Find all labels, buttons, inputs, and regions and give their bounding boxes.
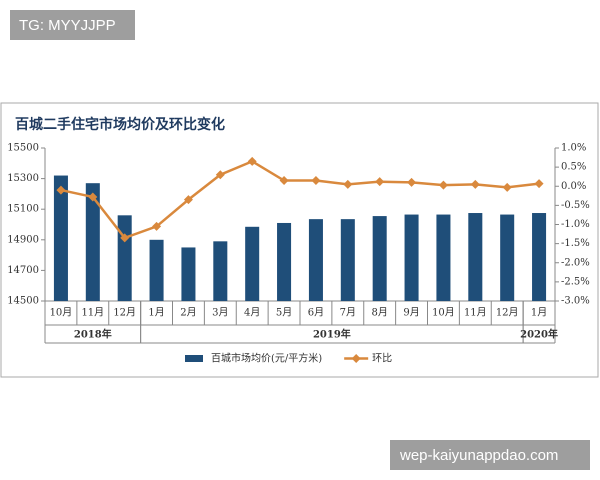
x-tick-label: 7月: [340, 307, 356, 319]
y2-tick-label: 0.5%: [561, 162, 586, 173]
bar: [308, 219, 323, 301]
y-tick-label: 15500: [7, 143, 39, 154]
y-tick-label: 14900: [7, 234, 39, 245]
line-marker: [88, 192, 98, 202]
bar: [404, 214, 419, 301]
bar: [149, 239, 164, 301]
line-marker: [279, 176, 289, 186]
bar: [117, 215, 132, 301]
y-tick-label: 15300: [7, 173, 39, 184]
y2-tick-label: -2.5%: [561, 276, 590, 287]
x-tick-label: 2月: [180, 307, 196, 319]
line-marker: [438, 180, 448, 190]
chart-frame: [0, 102, 599, 378]
watermark-box: [10, 10, 135, 40]
bar: [181, 247, 196, 301]
bar: [436, 214, 451, 301]
y2-tick-label: -2.0%: [561, 257, 590, 268]
bar: [340, 219, 355, 301]
line-marker: [470, 179, 480, 189]
chart-title: 百城二手住宅市场均价及环比变化: [15, 116, 225, 133]
x-tick-label: 10月: [432, 307, 455, 319]
x-tick-label: 11月: [81, 307, 104, 319]
line-marker: [120, 233, 130, 243]
group-label: 2019年: [313, 328, 351, 341]
x-tick-label: 3月: [212, 307, 228, 319]
x-tick-label: 6月: [308, 307, 324, 319]
y2-tick-label: 0.0%: [561, 181, 586, 192]
watermark: TG: MYYJJPP: [19, 17, 116, 34]
bar: [85, 183, 100, 301]
legend-label: 百城市场均价(元/平方米): [211, 352, 322, 365]
x-tick-label: 5月: [276, 307, 292, 319]
legend-swatch: [351, 354, 361, 363]
legend-label: 环比: [372, 353, 392, 365]
y2-tick-label: -3.0%: [561, 296, 590, 307]
bar: [213, 241, 228, 301]
x-tick-label: 12月: [496, 307, 519, 319]
line-marker: [407, 177, 417, 187]
legend-swatch: [185, 355, 203, 362]
bar: [468, 213, 483, 301]
x-tick-label: 10月: [50, 307, 73, 319]
y2-tick-label: 1.0%: [561, 143, 586, 154]
x-tick-label: 11月: [464, 307, 487, 319]
y2-tick-label: -1.0%: [561, 219, 590, 230]
line-marker: [215, 170, 225, 180]
x-tick-label: 1月: [148, 307, 164, 319]
line-marker: [534, 179, 544, 189]
watermark: wep-kaiyunappdao.com: [399, 447, 558, 464]
x-tick-label: 4月: [244, 307, 260, 319]
y-tick-label: 15100: [7, 204, 39, 215]
bar: [53, 175, 68, 301]
bar: [277, 222, 292, 301]
line-marker: [343, 179, 353, 189]
bar: [500, 214, 515, 301]
line-marker: [56, 185, 66, 195]
bar: [532, 213, 547, 301]
line-marker: [311, 176, 321, 186]
line: [60, 159, 540, 240]
line-marker: [502, 182, 512, 192]
watermark-box: [390, 440, 590, 470]
y-tick-label: 14500: [7, 296, 39, 307]
x-tick-label: 9月: [403, 307, 419, 319]
x-tick-label: 1月: [531, 307, 547, 319]
y2-tick-label: -0.5%: [561, 200, 590, 211]
x-tick-label: 8月: [372, 307, 388, 319]
line-marker: [247, 156, 257, 166]
line-marker: [152, 221, 162, 231]
group-label: 2018年: [74, 328, 112, 341]
line-marker: [183, 195, 193, 205]
bar: [372, 216, 387, 301]
line-marker: [375, 177, 385, 187]
bar: [245, 226, 260, 301]
x-tick-label: 12月: [113, 307, 136, 319]
group-label: 2020年: [520, 328, 558, 341]
y2-tick-label: -1.5%: [561, 238, 590, 249]
y-tick-label: 14700: [7, 265, 39, 276]
